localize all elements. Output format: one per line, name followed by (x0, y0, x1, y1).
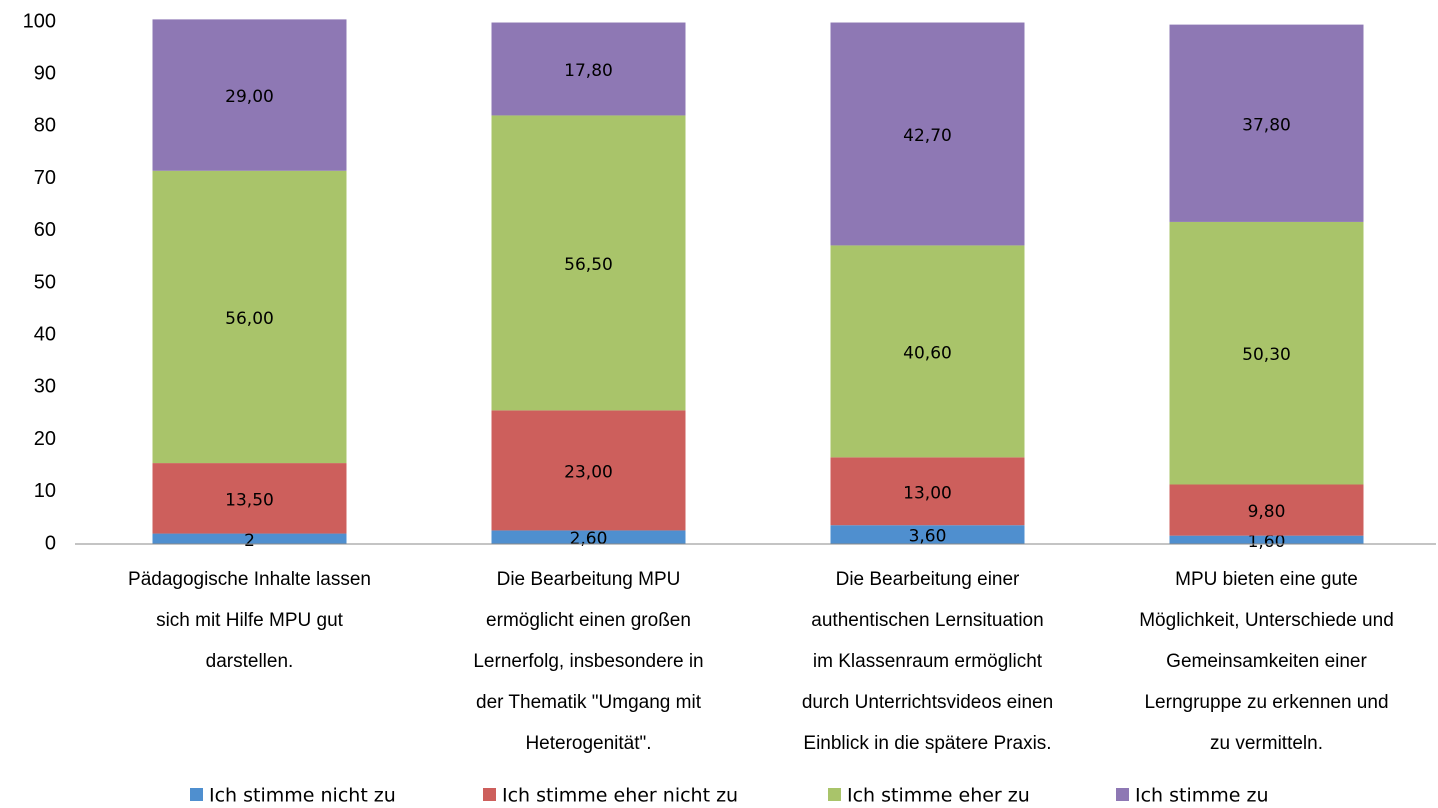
x-tick-label: Heterogenität". (525, 733, 651, 754)
x-tick-label: Lerngruppe zu erkennen und (1144, 692, 1388, 713)
value-label: 13,50 (225, 490, 274, 510)
bar-segment (830, 22, 1025, 246)
bar-segment (152, 533, 347, 544)
value-label: 37,80 (1242, 115, 1291, 135)
value-label: 56,00 (225, 309, 274, 329)
x-tick-label: zu vermitteln. (1210, 733, 1323, 754)
bar-segment (491, 410, 686, 531)
y-tick-label: 40 (34, 323, 56, 345)
value-label: 23,00 (564, 462, 613, 482)
x-tick-label: durch Unterrichtsvideos einen (802, 692, 1053, 713)
bar-segment (152, 170, 347, 464)
x-tick-label: Die Bearbeitung einer (836, 569, 1020, 590)
value-label: 17,80 (564, 61, 613, 81)
legend-label: Ich stimme eher zu (847, 785, 1030, 807)
x-tick-label: MPU bieten eine gute (1175, 569, 1358, 590)
bar-segment (1169, 221, 1364, 485)
y-tick-label: 100 (23, 10, 56, 32)
bar-segment (1169, 484, 1364, 536)
x-tick-label: Pädagogische Inhalte lassen (128, 569, 371, 590)
y-tick-label: 10 (34, 480, 56, 502)
y-tick-label: 80 (34, 115, 56, 137)
y-tick-label: 90 (34, 62, 56, 84)
y-tick-label: 20 (34, 428, 56, 450)
x-tick-label: sich mit Hilfe MPU gut (156, 610, 344, 631)
value-label: 9,80 (1248, 502, 1286, 522)
x-tick-label: darstellen. (206, 651, 294, 672)
legend-swatch (190, 788, 203, 801)
bar-segment (830, 457, 1025, 526)
value-label: 42,70 (903, 126, 952, 146)
legend-swatch (828, 788, 841, 801)
bar-segment (830, 525, 1025, 544)
value-label: 29,00 (225, 87, 274, 107)
y-tick-label: 60 (34, 219, 56, 241)
value-label: 13,00 (903, 483, 952, 503)
y-tick-label: 30 (34, 376, 56, 398)
x-tick-label: ermöglicht einen großen (486, 610, 691, 631)
bar-segment (491, 22, 686, 116)
bar-segment (1169, 535, 1364, 544)
value-label: 3,60 (909, 527, 947, 547)
legend-swatch (483, 788, 496, 801)
legend-label: Ich stimme nicht zu (209, 785, 396, 807)
legend-label: Ich stimme zu (1135, 785, 1269, 807)
bar-segment (152, 19, 347, 171)
bar-segment (491, 115, 686, 411)
value-label: 1,60 (1248, 532, 1286, 552)
value-label: 50,30 (1242, 345, 1291, 365)
value-label: 2 (244, 531, 255, 551)
y-tick-label: 70 (34, 167, 56, 189)
y-tick-label: 50 (34, 271, 56, 293)
x-tick-label: Lernerfolg, insbesondere in (473, 651, 703, 672)
y-tick-label: 0 (45, 532, 56, 554)
value-label: 40,60 (903, 343, 952, 363)
x-tick-label: Einblick in die spätere Praxis. (803, 733, 1051, 754)
x-tick-label: Die Bearbeitung MPU (497, 569, 681, 590)
x-tick-label: authentischen Lernsituation (811, 610, 1043, 631)
value-label: 2,60 (570, 529, 608, 549)
bar-segment (491, 530, 686, 544)
x-tick-label: Gemeinsamkeiten einer (1166, 651, 1367, 672)
legend-swatch (1116, 788, 1129, 801)
x-tick-label: Möglichkeit, Unterschiede und (1139, 610, 1394, 631)
value-label: 56,50 (564, 255, 613, 275)
x-tick-label: im Klassenraum ermöglicht (813, 651, 1043, 672)
bar-segment (152, 463, 347, 534)
bar-segment (830, 245, 1025, 458)
bar-segment (1169, 24, 1364, 222)
legend-label: Ich stimme eher nicht zu (502, 785, 738, 807)
x-tick-label: der Thematik "Umgang mit (476, 692, 702, 713)
